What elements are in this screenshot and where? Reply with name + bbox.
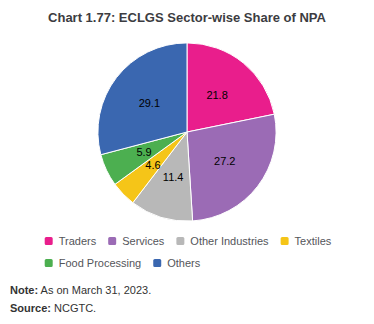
svg-text:4.6: 4.6 [145, 159, 160, 171]
svg-text:Food Processing: Food Processing [59, 257, 142, 269]
svg-text:Other Industries: Other Industries [190, 235, 269, 247]
svg-text:Chart 1.77: ECLGS Sector-wise: Chart 1.77: ECLGS Sector-wise Share of N… [48, 10, 326, 25]
svg-text:As on March 31, 2023.: As on March 31, 2023. [38, 284, 151, 296]
svg-text:Source:: Source: [10, 302, 51, 314]
svg-text:Others: Others [167, 257, 201, 269]
svg-text:NCGTC.: NCGTC. [51, 302, 96, 314]
svg-text:21.8: 21.8 [206, 89, 227, 101]
svg-text:Note:: Note: [10, 284, 38, 296]
svg-text:Textiles: Textiles [295, 235, 332, 247]
svg-text:5.9: 5.9 [136, 146, 151, 158]
svg-text:Services: Services [122, 235, 165, 247]
svg-text:29.1: 29.1 [139, 97, 160, 109]
svg-text:11.4: 11.4 [163, 171, 184, 183]
svg-text:27.2: 27.2 [214, 155, 235, 167]
svg-text:Traders: Traders [59, 235, 97, 247]
